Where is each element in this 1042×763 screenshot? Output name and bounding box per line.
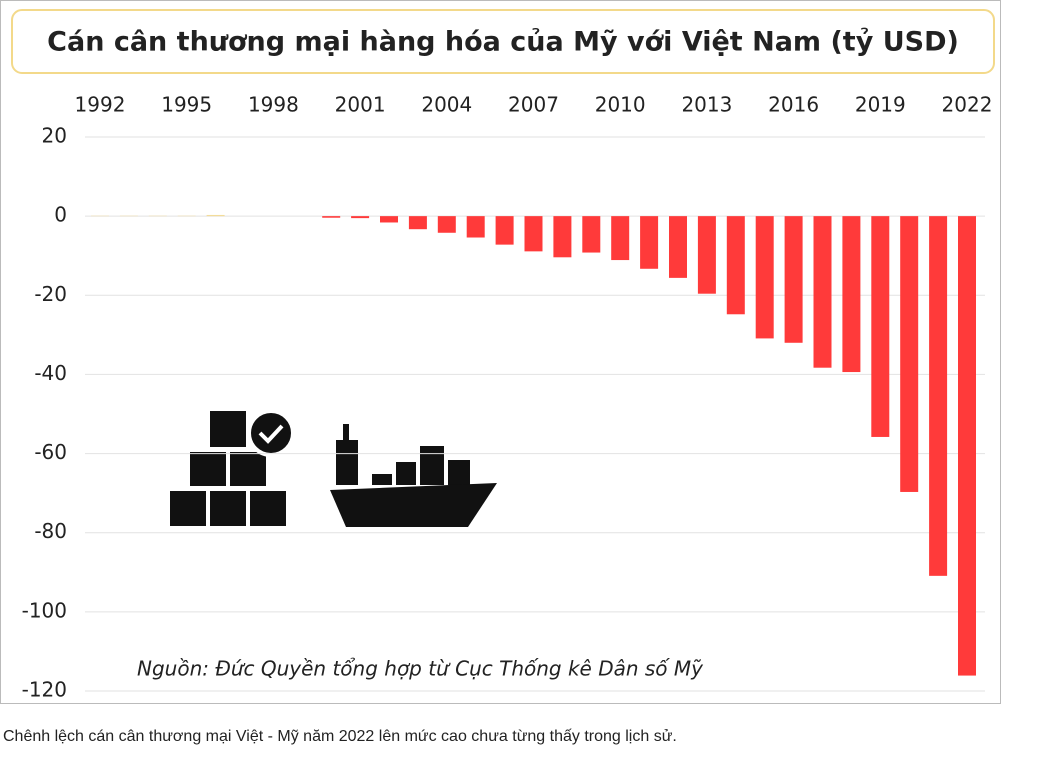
bar xyxy=(322,216,341,218)
x-tick-label: 2019 xyxy=(855,93,906,117)
bar xyxy=(582,216,601,253)
x-tick-label: 2001 xyxy=(335,93,386,117)
bar xyxy=(437,216,456,233)
bar xyxy=(784,216,803,343)
x-tick-label: 1995 xyxy=(161,93,212,117)
x-tick-label: 1992 xyxy=(75,93,126,117)
bar xyxy=(697,216,716,294)
x-tick-label: 2004 xyxy=(421,93,472,117)
x-tick-label: 2022 xyxy=(942,93,993,117)
bar xyxy=(640,216,659,269)
bar xyxy=(351,216,370,219)
bar xyxy=(842,216,861,373)
bar xyxy=(495,216,514,245)
bar xyxy=(524,216,543,252)
bar xyxy=(900,216,919,492)
bar xyxy=(669,216,687,278)
chart-title: Cán cân thương mại hàng hóa của Mỹ với V… xyxy=(47,27,959,58)
bar xyxy=(408,216,427,230)
boxes-icon xyxy=(170,409,295,526)
y-tick-label: -20 xyxy=(34,282,67,306)
bar xyxy=(929,216,948,576)
y-tick-label: -120 xyxy=(22,678,67,702)
source-note: Nguồn: Đức Quyền tổng hợp từ Cục Thống k… xyxy=(137,657,704,681)
y-tick-label: 0 xyxy=(54,203,67,227)
x-tick-label: 2007 xyxy=(508,93,559,117)
x-tick-label: 2013 xyxy=(681,93,732,117)
y-tick-label: -100 xyxy=(22,598,67,622)
x-tick-label: 1998 xyxy=(248,93,299,117)
chart-frame xyxy=(0,0,1001,704)
y-tick-label: -60 xyxy=(34,440,67,464)
ship-icon xyxy=(330,424,497,527)
bar xyxy=(726,216,745,315)
bar xyxy=(553,216,572,258)
bar xyxy=(958,216,976,676)
bar xyxy=(813,216,832,368)
x-tick-label: 2016 xyxy=(768,93,819,117)
bar xyxy=(871,216,890,437)
bar xyxy=(380,216,398,223)
x-tick-label: 2010 xyxy=(595,93,646,117)
y-tick-label: -40 xyxy=(34,361,67,385)
caption: Chênh lệch cán cân thương mại Việt - Mỹ … xyxy=(3,728,677,745)
title-box xyxy=(11,9,995,74)
bar xyxy=(466,216,485,238)
y-tick-label: 20 xyxy=(42,124,67,148)
bar xyxy=(206,214,225,217)
y-tick-label: -80 xyxy=(34,519,67,543)
bar xyxy=(611,216,630,261)
chart: Cán cân thương mại hàng hóa của Mỹ với V… xyxy=(0,0,1001,704)
bar xyxy=(755,216,774,339)
